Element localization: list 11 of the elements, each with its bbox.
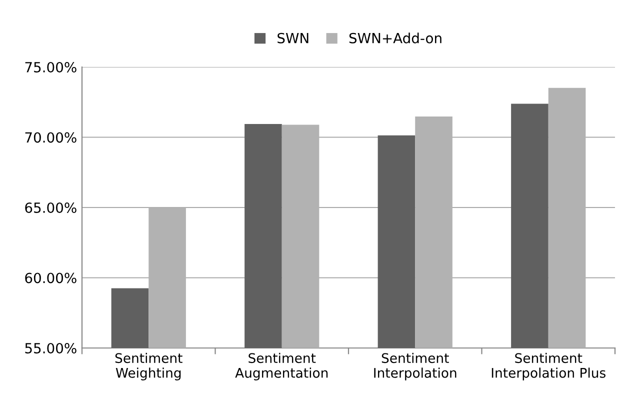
y-tick-label: 75.00% bbox=[25, 62, 76, 72]
y-tick-label: 55.00% bbox=[25, 342, 76, 354]
legend-label: SWN bbox=[278, 32, 308, 44]
x-tick-label: Sentiment Interpolation bbox=[374, 352, 456, 380]
x-tick-label: Sentiment Augmentation bbox=[235, 352, 328, 380]
y-tick-label: 65.00% bbox=[25, 202, 76, 213]
legend-label: SWN+Add-on bbox=[349, 32, 442, 44]
y-tick-label: 60.00% bbox=[25, 272, 76, 284]
x-tick-label: Sentiment Weighting bbox=[115, 352, 182, 380]
y-tick-label: 70.00% bbox=[25, 132, 76, 143]
x-tick-label: Sentiment Interpolation Plus bbox=[492, 352, 606, 380]
